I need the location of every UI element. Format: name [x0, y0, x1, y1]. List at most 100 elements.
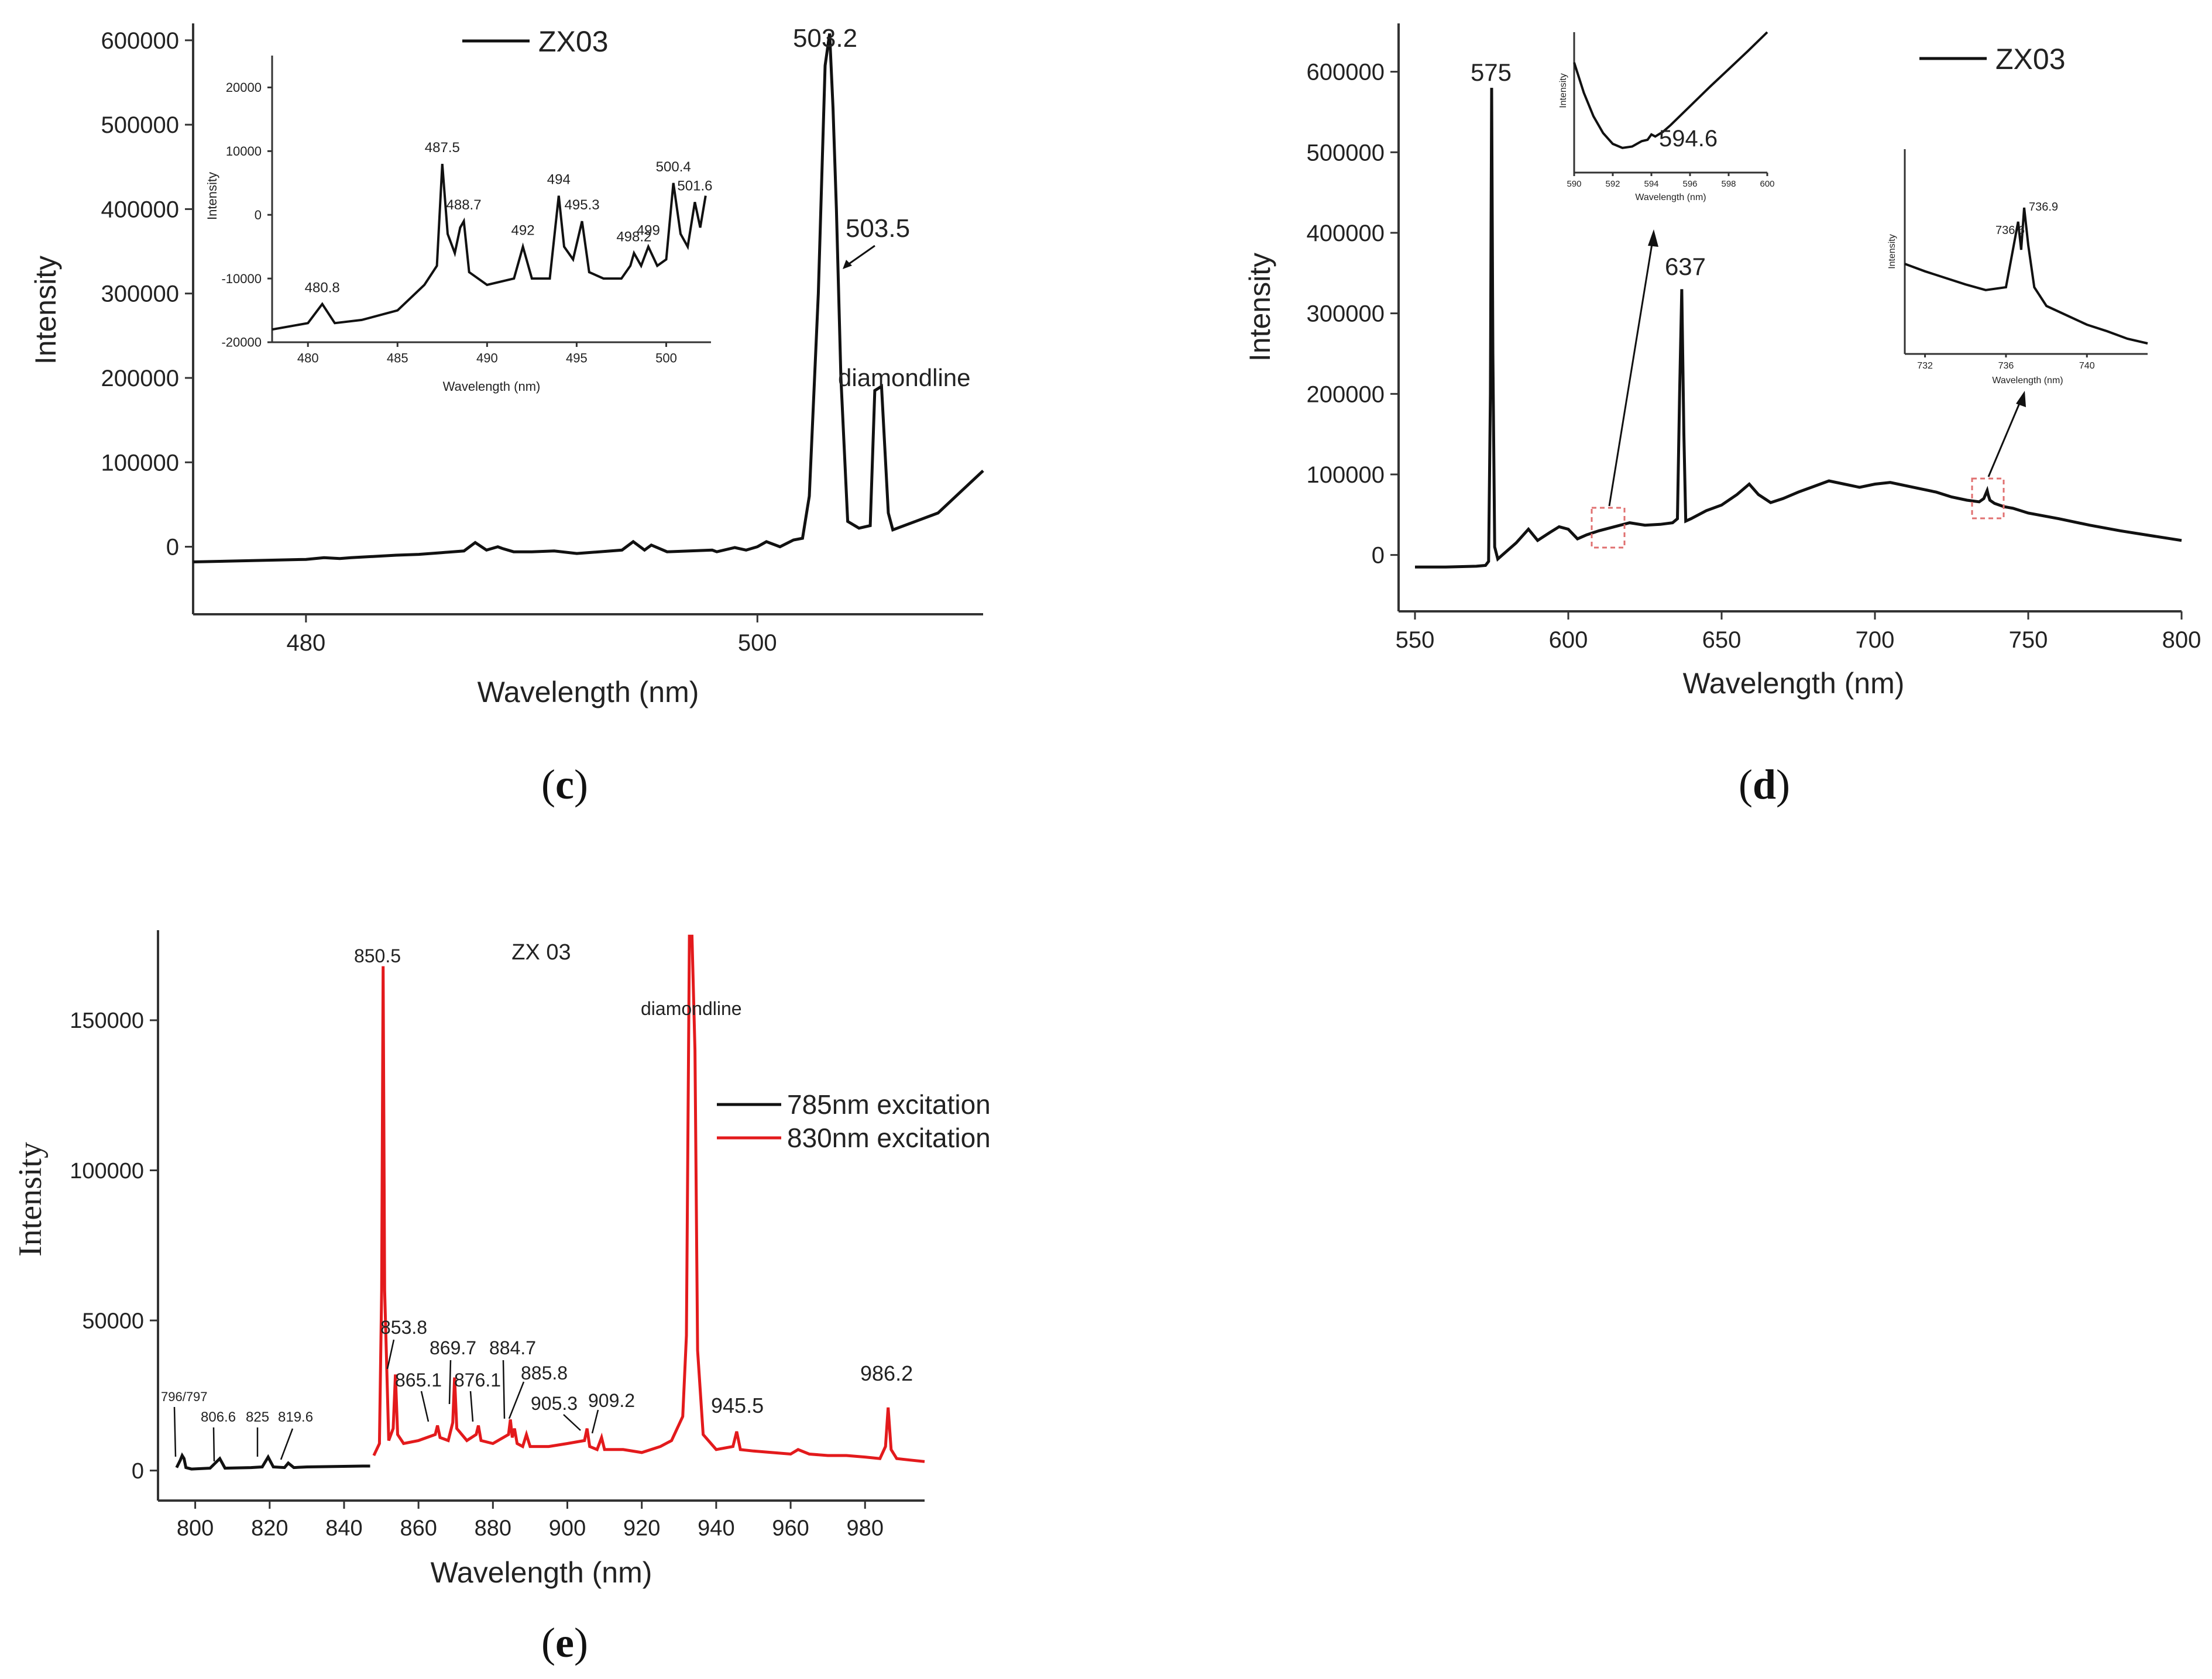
- e-xtick-label: 860: [400, 1516, 437, 1541]
- d-inset-1: 590 592 594 596 598 600 Wavelength (nm) Inten…: [1558, 31, 1775, 202]
- c-inset-peak-label: 498.2: [616, 229, 651, 245]
- d-inset2-xtick-label: 732: [1917, 361, 1933, 371]
- c-ylabel: Intensity: [29, 256, 62, 364]
- d-ytick-label: 500000: [1307, 140, 1385, 166]
- e-ylabel: Intensity: [12, 1142, 49, 1257]
- c-inset-series: [272, 163, 707, 331]
- e-annotation-945-5: 945.5: [711, 1394, 764, 1417]
- d-inset2-ticks: 732 736 740: [1917, 354, 2095, 371]
- c-inset-peak-label: 492: [511, 223, 535, 239]
- c-annotation-arrowhead: [843, 260, 852, 269]
- e-xtick-label: 960: [772, 1516, 809, 1541]
- d-ytick-label: 300000: [1307, 301, 1385, 327]
- d-arrow-2: [1987, 397, 2023, 477]
- d-inset1-xtick-label: 594: [1644, 179, 1658, 189]
- d-highlight-box-1: [1591, 507, 1626, 549]
- e-caption: (e): [541, 1619, 588, 1666]
- c-caption-letter: c: [555, 761, 574, 808]
- c-inset-xtick-label: 490: [476, 350, 498, 365]
- panel-d: 550 600 650 700 750 800 0 100000 200000 300000 400…: [1244, 23, 2201, 808]
- e-arrow-796-797: [173, 1406, 177, 1457]
- e-ytick-label: 100000: [70, 1159, 144, 1183]
- e-xlabel: Wavelength (nm): [431, 1556, 652, 1589]
- d-xtick-label: 600: [1549, 627, 1588, 653]
- e-arrow-865-1: [420, 1391, 430, 1422]
- c-inset-ticks: 480 485 490 495 500 -20000 -10000 0 10000 20000: [221, 80, 676, 365]
- d-inset-2: 732 736 740 Wavelength (nm) Intensity 736.…: [1887, 149, 2148, 386]
- e-arrow-819-6: [280, 1428, 294, 1460]
- d-annotation-575: 575: [1471, 59, 1512, 86]
- d-inset1-xtick-label: 590: [1567, 179, 1581, 189]
- c-inset-peak-label: 494: [547, 172, 571, 188]
- d-xtick-label: 800: [2162, 627, 2201, 653]
- e-arrow-909-2: [591, 1409, 599, 1434]
- d-xtick-label: 700: [1856, 627, 1895, 653]
- c-inset-xtick-label: 485: [387, 350, 408, 365]
- e-arrow-869-7: [448, 1360, 452, 1405]
- d-inset1-xtick-label: 592: [1605, 179, 1620, 189]
- d-inset2-peak-label-736-6: 736.6: [1995, 224, 2025, 237]
- c-inset-xtick-label: 480: [297, 350, 319, 365]
- c-inset-peak-label: 487.5: [425, 140, 460, 156]
- c-ytick-label: 100000: [101, 450, 179, 476]
- d-inset1-xlabel: Wavelength (nm): [1635, 192, 1706, 202]
- c-ytick-label: 300000: [101, 281, 179, 307]
- e-annotation-arrows: [173, 1339, 599, 1462]
- panel-e: 800 820 840 860 880 900 920 940 960 980 0 50000 1000…: [12, 930, 991, 1666]
- d-caption-letter: d: [1753, 761, 1776, 808]
- d-inset1-series: [1573, 31, 1768, 149]
- c-xlabel: Wavelength (nm): [478, 676, 699, 708]
- e-arrow-884-7: [502, 1360, 506, 1419]
- c-ytick-label: 0: [166, 535, 179, 560]
- c-ytick-label: 400000: [101, 197, 179, 222]
- e-xtick-label: 940: [698, 1516, 734, 1541]
- e-title: ZX 03: [511, 940, 571, 965]
- c-inset-ytick-label: 0: [255, 208, 262, 222]
- e-axes: [157, 930, 925, 1502]
- panel-c: 480 5000100000200000300000400000500000600…: [29, 23, 984, 808]
- e-ytick-label: 50000: [82, 1309, 144, 1333]
- c-ytick-label: 200000: [101, 366, 179, 391]
- e-annotation-825: 825: [246, 1409, 269, 1425]
- d-inset1-peak-label: 594.6: [1659, 126, 1718, 152]
- d-inset2-ylabel: Intensity: [1887, 234, 1897, 269]
- d-series-zx03: [1415, 88, 2182, 569]
- d-ylabel: Intensity: [1244, 253, 1276, 362]
- d-ticks: 550 600 650 700 750 800 0 100000 200000 300000 400…: [1307, 60, 2201, 653]
- c-inset-peak-label: 499: [637, 223, 660, 239]
- e-annotation-876-1: 876.1: [454, 1370, 501, 1391]
- d-xtick-label: 650: [1702, 627, 1742, 653]
- d-legend: ZX03: [1919, 43, 2066, 75]
- c-xtick-label: 480: [286, 630, 325, 656]
- d-inset1-ticks: 590 592 594 596 598 600: [1567, 173, 1775, 189]
- e-xtick-label: 920: [623, 1516, 660, 1541]
- c-inset-peak-label: 488.7: [446, 197, 482, 213]
- c-inset-xtick-label: 500: [655, 350, 677, 365]
- d-inset2-xtick-label: 740: [2079, 361, 2095, 371]
- e-ytick-label: 0: [132, 1459, 144, 1484]
- e-annotation-853-8: 853.8: [380, 1317, 427, 1338]
- c-ticks: 480 5000100000200000300000400000500000600…: [101, 28, 777, 656]
- e-series-785nm: [175, 1452, 370, 1471]
- d-axes: [1397, 23, 2182, 613]
- c-inset-ytick-label: 20000: [226, 80, 262, 95]
- d-xlabel: Wavelength (nm): [1683, 667, 1905, 700]
- d-inset1-xtick-label: 596: [1682, 179, 1697, 189]
- c-series-zx03: [193, 33, 984, 563]
- e-annotation-806-6: 806.6: [201, 1409, 236, 1425]
- e-xtick-label: 840: [325, 1516, 362, 1541]
- c-inset-xtick-label: 495: [566, 350, 588, 365]
- e-ytick-label: 150000: [70, 1009, 144, 1033]
- c-annotation-503-5: 503.5: [846, 214, 910, 243]
- d-caption: (d): [1739, 761, 1790, 808]
- c-annotation-arrow: [845, 245, 875, 267]
- e-xtick-label: 820: [251, 1516, 288, 1541]
- d-annotation-637: 637: [1665, 253, 1706, 280]
- c-xtick-label: 500: [738, 630, 777, 656]
- c-annotation-diamondline: diamondline: [838, 364, 971, 391]
- c-inset-ylabel: Intensity: [205, 172, 219, 220]
- e-series-830nm: [372, 934, 925, 1463]
- d-inset1-xtick-label: 598: [1721, 179, 1736, 189]
